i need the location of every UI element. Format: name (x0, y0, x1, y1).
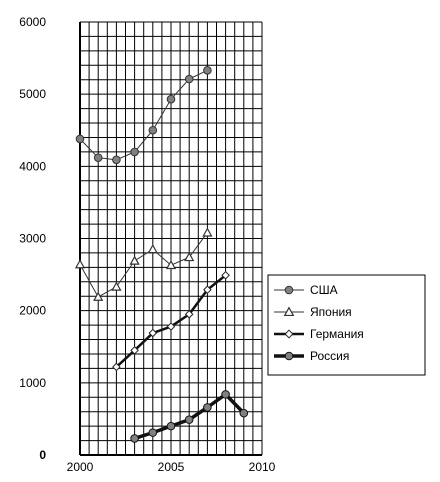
y-tick-label: 4000 (19, 159, 46, 173)
legend-marker (284, 329, 294, 339)
x-tick-label: 2000 (67, 460, 94, 474)
data-point (203, 285, 212, 295)
y-tick-label: 5000 (19, 87, 46, 101)
data-point (75, 134, 85, 144)
legend-item: Германия (274, 327, 364, 341)
data-point (239, 408, 249, 418)
y-tick-label: 3000 (19, 232, 46, 246)
y-tick-label: 1000 (19, 376, 46, 390)
chart-series (74, 66, 249, 443)
data-point (147, 243, 158, 254)
data-point (203, 66, 212, 75)
y-tick-label: 0 (39, 448, 46, 462)
series-3 (130, 390, 249, 443)
data-point (112, 155, 121, 165)
data-point (221, 390, 230, 399)
series-0 (75, 66, 212, 165)
legend-item: Япония (274, 305, 352, 319)
data-point (93, 291, 104, 301)
data-point (112, 362, 121, 372)
data-point (93, 153, 103, 162)
legend-label: Германия (310, 327, 364, 341)
chart-legend: США Япония Германия Россия (267, 274, 426, 376)
data-point (184, 251, 195, 262)
data-point (165, 259, 177, 270)
legend-item: США (274, 283, 338, 297)
chart-grid (79, 21, 263, 456)
data-point (130, 434, 139, 443)
data-point (202, 227, 213, 237)
data-point (129, 255, 140, 265)
data-point (130, 147, 139, 157)
y-tick-label: 6000 (19, 15, 46, 29)
data-point (184, 74, 194, 84)
data-point (111, 281, 122, 291)
data-point (203, 403, 212, 412)
data-point (148, 328, 158, 338)
x-tick-label: 2005 (158, 460, 185, 474)
legend-marker (284, 285, 294, 295)
x-tick-label: 2010 (249, 460, 276, 474)
y-axis-ticks: 0 1000 2000 3000 4000 5000 6000 (19, 15, 46, 462)
data-point (148, 428, 158, 437)
data-point (184, 415, 194, 424)
data-point (148, 125, 158, 135)
x-axis-ticks: 2000 2005 2010 (67, 460, 276, 474)
data-point (130, 346, 139, 355)
y-tick-label: 2000 (19, 304, 46, 318)
series-1 (74, 227, 213, 301)
data-point (184, 309, 194, 319)
data-point (166, 421, 176, 431)
data-point (221, 270, 230, 280)
legend-marker (284, 351, 294, 361)
legend-marker (283, 306, 295, 317)
series-2 (112, 270, 230, 372)
legend-item: Россия (274, 349, 349, 363)
legend-label: Япония (310, 305, 352, 319)
data-point (166, 322, 176, 331)
legend-box (267, 274, 426, 376)
legend-label: США (310, 283, 338, 297)
legend-label: Россия (310, 349, 349, 363)
data-point (166, 94, 176, 104)
data-point (74, 259, 86, 269)
